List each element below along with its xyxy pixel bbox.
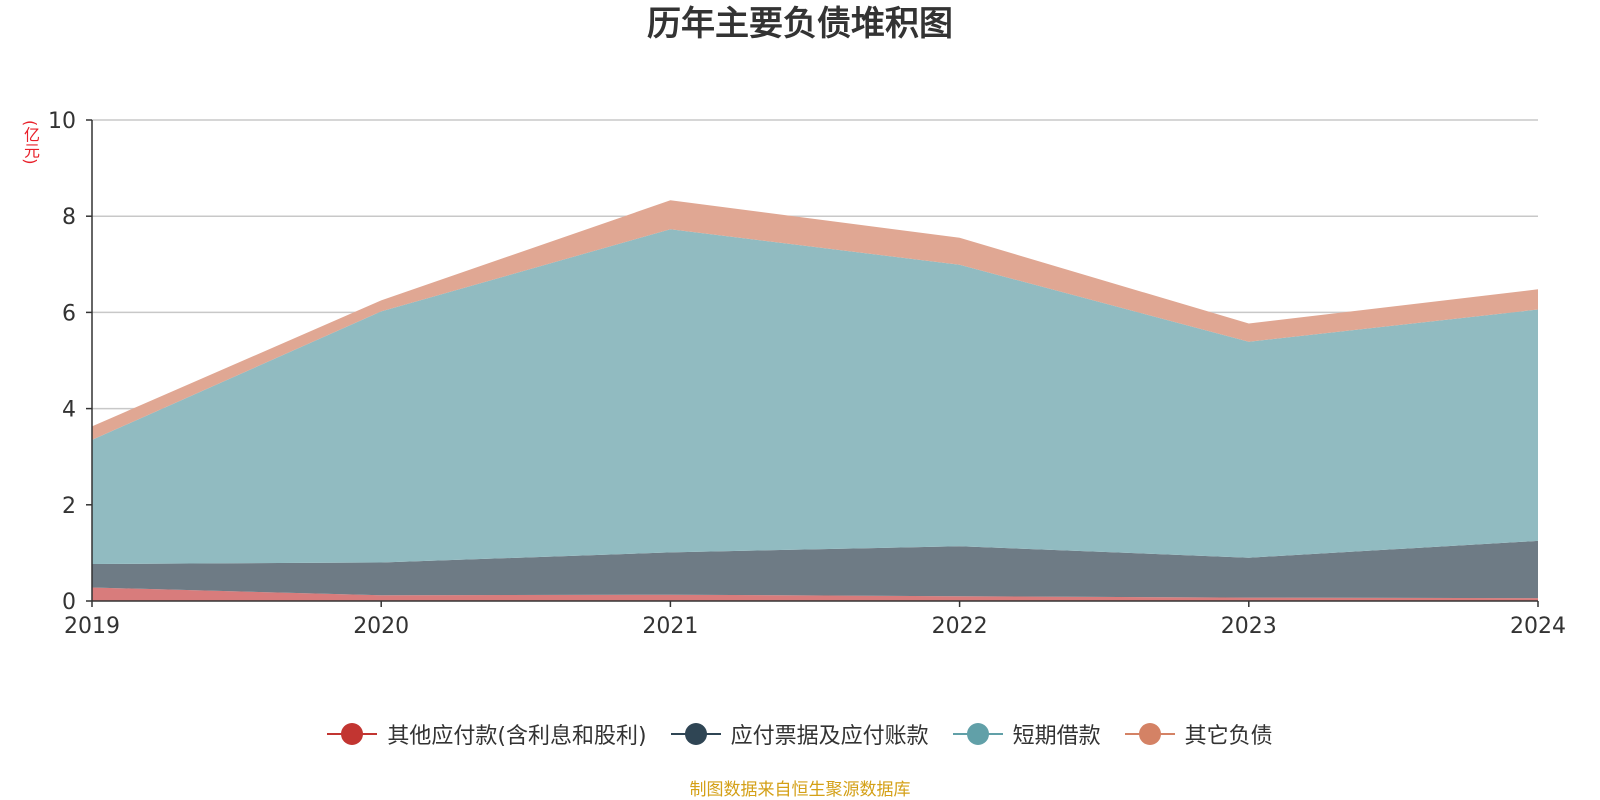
legend-marker-dot [684,723,707,745]
legend: 其他应付款(含利息和股利) 应付票据及应付账款 短期借款 其它负债 [0,718,1600,750]
x-tick-label: 2020 [353,614,409,639]
legend-label: 其它负债 [1184,724,1273,749]
y-tick-label: 2 [62,494,76,519]
legend-marker-icon [327,722,378,746]
chart-title: 历年主要负债堆积图 [647,4,953,44]
y-axis-unit-label: (亿元) [20,120,42,164]
y-tick-label: 6 [62,301,76,326]
x-tick-label: 2024 [1510,614,1566,639]
y-tick-label: 4 [62,398,76,423]
legend-marker-dot [341,723,364,745]
legend-item[interactable]: 其它负债 [1124,718,1273,750]
x-tick-label: 2021 [642,614,698,639]
y-tick-label: 10 [48,109,76,134]
legend-marker-icon [1124,722,1175,746]
x-tick-label: 2022 [932,614,988,639]
legend-item[interactable]: 其他应付款(含利息和股利) [327,718,647,750]
area-series [92,200,1538,601]
y-tick-label: 8 [62,205,76,230]
area-series-1 [92,587,1538,601]
area-series-3 [92,229,1538,564]
legend-marker-icon [670,722,721,746]
legend-label: 短期借款 [1012,724,1101,749]
legend-marker-dot [1138,723,1161,745]
legend-label: 其他应付款(含利息和股利) [387,724,647,749]
data-source-note: 制图数据来自恒生聚源数据库 [689,780,911,800]
legend-item[interactable]: 应付票据及应付账款 [670,718,929,750]
legend-marker-dot [966,723,989,745]
x-tick-label: 2019 [64,614,120,639]
area-series-2 [92,540,1538,599]
y-tick-label: 0 [62,590,76,615]
x-tick-label: 2023 [1221,614,1277,639]
legend-marker-icon [952,722,1003,746]
axes: 0 2 4 6 8 10 2019 2020 2021 2022 2023 2024 [48,109,1566,639]
y-axis-unit-text: (亿元) [21,120,40,165]
legend-item[interactable]: 短期借款 [952,718,1101,750]
legend-label: 应付票据及应付账款 [730,724,929,749]
